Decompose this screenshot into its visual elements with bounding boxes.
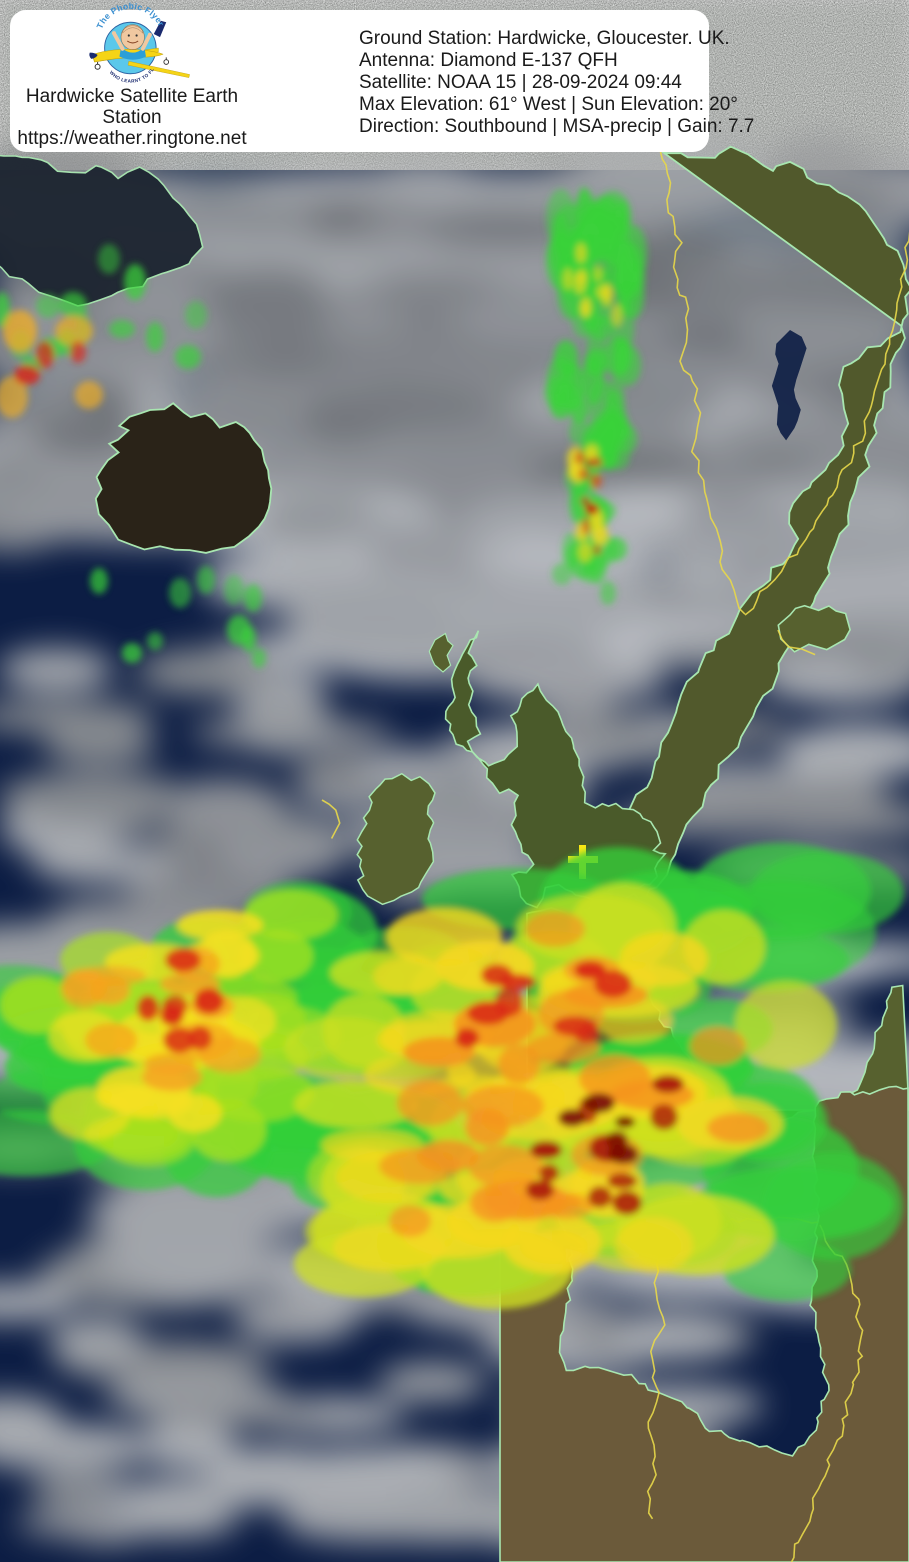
svg-text:Direction: Southbound | MSA-pr: Direction: Southbound | MSA-precip | Gai… — [359, 116, 754, 137]
svg-text:Ground Station: Hardwicke, Glo: Ground Station: Hardwicke, Gloucester. U… — [359, 28, 730, 49]
svg-text:Hardwicke Satellite Earth: Hardwicke Satellite Earth — [26, 86, 238, 107]
svg-text:Max Elevation: 61° West | Sun: Max Elevation: 61° West | Sun Elevation:… — [359, 94, 738, 115]
svg-text:https://weather.ringtone.net: https://weather.ringtone.net — [17, 128, 247, 149]
svg-text:Station: Station — [102, 107, 161, 128]
svg-text:Antenna: Diamond E-137 QFH: Antenna: Diamond E-137 QFH — [359, 50, 618, 71]
svg-text:Satellite: NOAA 15 | 28-09-202: Satellite: NOAA 15 | 28-09-2024 09:44 — [359, 72, 682, 93]
